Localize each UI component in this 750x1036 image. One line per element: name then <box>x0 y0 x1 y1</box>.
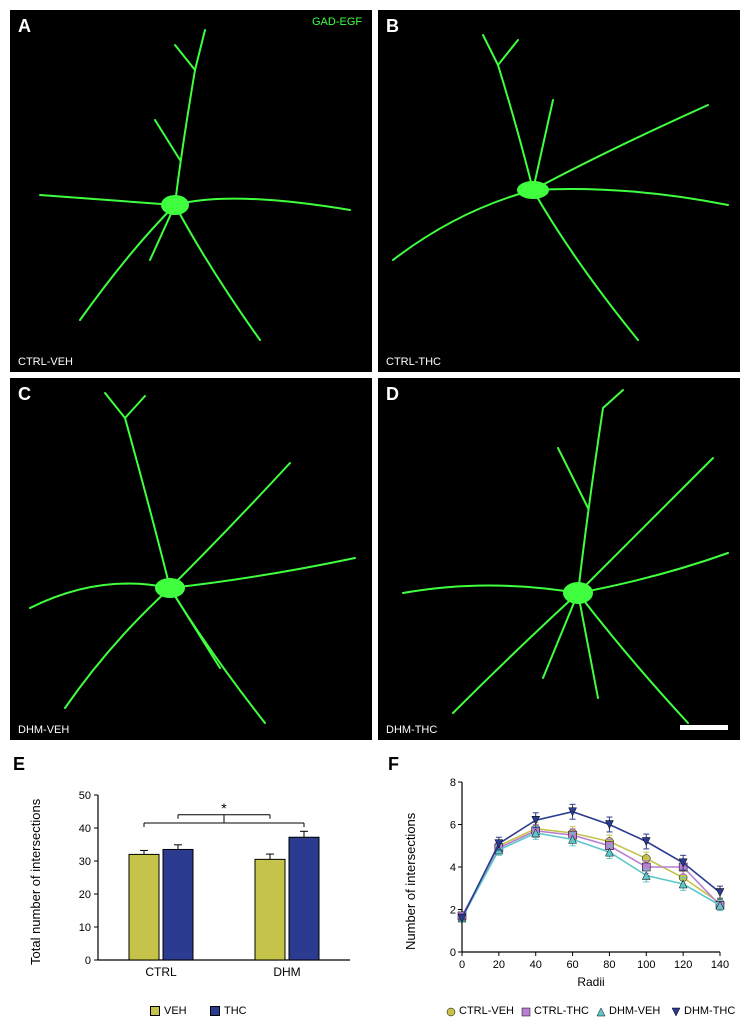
panel-d <box>378 378 740 740</box>
legend-f-marker-1 <box>520 1006 532 1018</box>
svg-text:60: 60 <box>566 959 578 971</box>
legend-e-text-veh: VEH <box>164 1005 187 1017</box>
panel-c-label: C <box>18 384 31 405</box>
svg-text:10: 10 <box>79 922 91 934</box>
panel-d-sublabel: DHM-THC <box>386 724 437 736</box>
svg-text:20: 20 <box>79 889 91 901</box>
svg-text:8: 8 <box>450 777 456 789</box>
svg-text:50: 50 <box>79 790 91 802</box>
svg-text:140: 140 <box>711 959 729 971</box>
panel-b <box>378 10 740 372</box>
panel-c-sublabel: DHM-VEH <box>18 724 69 736</box>
legend-f-text-0: CTRL-VEH <box>459 1005 514 1017</box>
neuron-b-image <box>378 10 740 372</box>
legend-e-box-veh <box>150 1006 160 1016</box>
chart-f-ylabel: Number of intersections <box>403 813 418 950</box>
svg-text:100: 100 <box>637 959 655 971</box>
chart-e-ylabel: Total number of intersections <box>28 799 43 965</box>
legend-f-text-2: DHM-VEH <box>609 1005 660 1017</box>
svg-text:0: 0 <box>459 959 465 971</box>
panel-a-label: A <box>18 16 31 37</box>
legend-e-text-thc: THC <box>224 1005 247 1017</box>
scalebar <box>680 725 728 730</box>
neuron-d-image <box>378 378 740 740</box>
svg-text:40: 40 <box>79 823 91 835</box>
svg-text:0: 0 <box>85 955 91 967</box>
panel-a-sublabel: CTRL-VEH <box>18 356 73 368</box>
svg-text:0: 0 <box>450 947 456 959</box>
svg-text:30: 30 <box>79 856 91 868</box>
legend-f-marker-0 <box>445 1006 457 1018</box>
panel-c <box>10 378 372 740</box>
chart-e-svg: 0 10 20 30 40 50 CTRL DHM * <box>60 770 360 990</box>
chart-e: 0 10 20 30 40 50 CTRL DHM * <box>60 770 360 990</box>
panel-a-marker: GAD-EGF <box>312 16 362 28</box>
panel-a <box>10 10 372 372</box>
svg-text:120: 120 <box>674 959 692 971</box>
panel-b-label: B <box>386 16 399 37</box>
legend-f-text-1: CTRL-THC <box>534 1005 589 1017</box>
chart-f-label: F <box>388 754 399 775</box>
svg-text:80: 80 <box>603 959 615 971</box>
legend-f-text-3: DHM-THC <box>684 1005 735 1017</box>
neuron-a-image <box>10 10 372 372</box>
svg-text:4: 4 <box>450 862 456 874</box>
svg-text:2: 2 <box>450 905 456 917</box>
legend-f-marker-3 <box>670 1006 682 1018</box>
svg-text:DHM: DHM <box>273 965 300 979</box>
svg-text:20: 20 <box>493 959 505 971</box>
svg-text:*: * <box>221 800 227 816</box>
svg-text:6: 6 <box>450 820 456 832</box>
svg-text:Radii: Radii <box>577 975 604 989</box>
neuron-c-image <box>10 378 372 740</box>
chart-e-label: E <box>13 754 25 775</box>
chart-f: 02468020406080100120140Radii <box>430 770 730 990</box>
panel-d-label: D <box>386 384 399 405</box>
panel-b-sublabel: CTRL-THC <box>386 356 441 368</box>
svg-text:40: 40 <box>530 959 542 971</box>
legend-e-box-thc <box>210 1006 220 1016</box>
chart-f-svg: 02468020406080100120140Radii <box>430 770 730 990</box>
legend-f-marker-2 <box>595 1006 607 1018</box>
svg-text:CTRL: CTRL <box>145 965 177 979</box>
